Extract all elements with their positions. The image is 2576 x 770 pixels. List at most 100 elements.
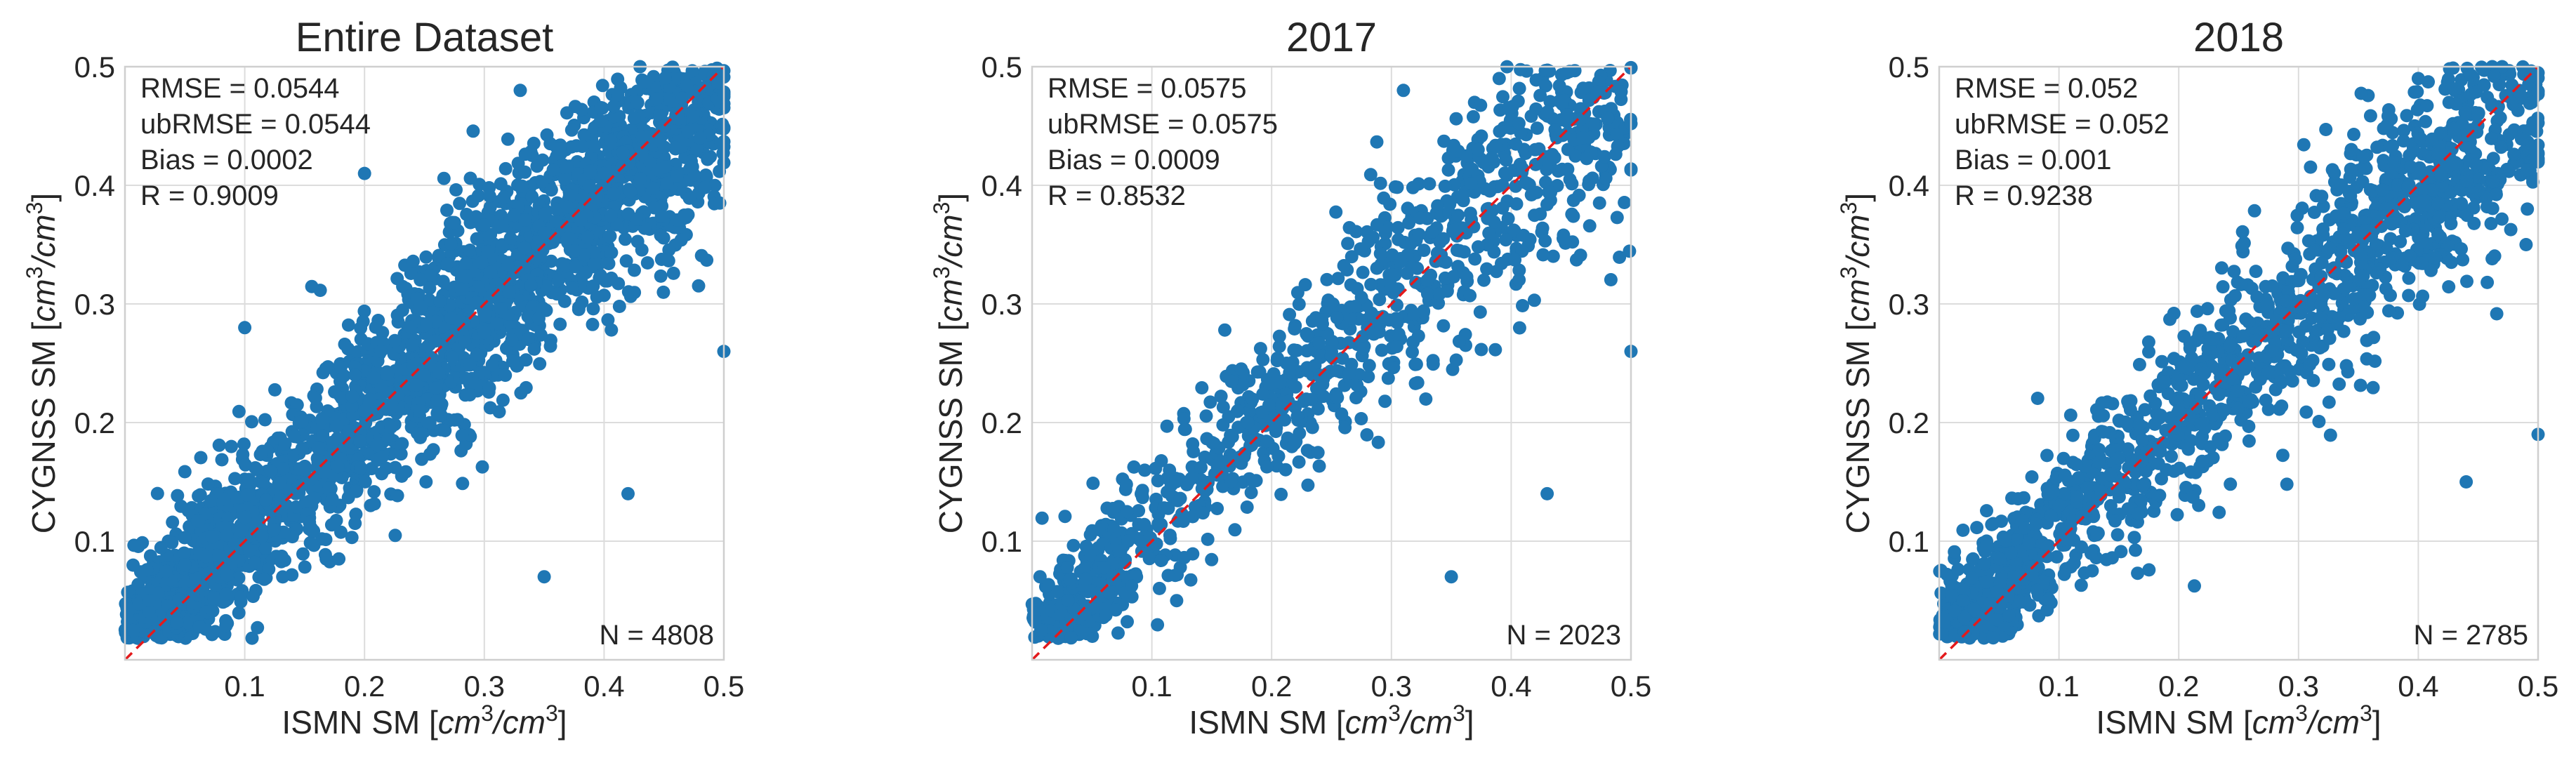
scatter-point [1161, 501, 1175, 515]
scatter-point [288, 430, 302, 444]
scatter-point [1496, 90, 1510, 104]
scatter-point [395, 437, 409, 451]
scatter-point [390, 489, 404, 503]
scatter-point [1149, 461, 1163, 475]
scatter-point [1301, 478, 1315, 492]
scatter-point [440, 204, 454, 217]
scatter-point [2155, 472, 2168, 486]
scatter-point [1438, 179, 1452, 193]
scatter-point [560, 200, 574, 214]
scatter-point [1501, 212, 1515, 225]
scatter-point [2186, 490, 2200, 504]
scatter-point [384, 420, 398, 434]
scatter-point [1471, 240, 1485, 254]
scatter-point [1375, 343, 1389, 357]
scatter-point [212, 438, 226, 452]
axis-label-sup-b: 3 [22, 202, 47, 215]
scatter-point [207, 591, 221, 604]
scatter-point [502, 285, 516, 299]
scatter-point [2522, 144, 2536, 158]
scatter-point [482, 381, 496, 394]
scatter-point [2420, 99, 2434, 113]
scatter-point [318, 547, 332, 562]
scatter-point [1451, 208, 1465, 223]
scatter-point [562, 188, 576, 202]
scatter-point [1373, 293, 1387, 307]
scatter-point [1270, 354, 1284, 368]
scatter-point [2490, 307, 2504, 321]
scatter-point [1396, 84, 1411, 98]
scatter-point [1163, 529, 1177, 543]
scatter-point [1388, 268, 1402, 282]
scatter-point [1394, 255, 1408, 269]
scatter-point [234, 590, 248, 604]
scatter-point [1273, 376, 1287, 390]
scatter-point [1274, 487, 1288, 501]
scatter-point [2432, 211, 2446, 225]
scatter-point [1528, 142, 1542, 157]
scatter-point [681, 125, 695, 139]
plot-frame [1031, 65, 1632, 661]
axis-label-unit-a: cm [932, 279, 969, 321]
scatter-point [470, 347, 484, 361]
scatter-point [602, 230, 616, 244]
scatter-point [1241, 416, 1255, 430]
scatter-point [240, 488, 254, 502]
scatter-point [1406, 345, 1419, 359]
scatter-point [496, 393, 510, 407]
scatter-point [581, 230, 595, 244]
scatter-point [538, 207, 552, 221]
scatter-point [246, 590, 260, 604]
scatter-point [423, 281, 437, 296]
scatter-point [1426, 357, 1440, 371]
scatter-point [1272, 329, 1286, 343]
x-tick-label: 0.2 [344, 670, 385, 703]
scatter-point [295, 442, 309, 456]
scatter-point [140, 563, 154, 577]
scatter-point [2495, 212, 2509, 226]
scatter-point [1114, 544, 1128, 558]
scatter-point [484, 227, 498, 241]
scatter-point [1508, 253, 1522, 267]
axis-label-slash: / [25, 254, 62, 268]
scatter-point [2090, 528, 2104, 542]
scatter-point [1342, 220, 1356, 234]
scatter-point [1363, 168, 1378, 182]
scatter-point [2323, 428, 2337, 442]
scatter-point [278, 437, 292, 451]
scatter-point [1290, 343, 1304, 357]
scatter-point [2489, 187, 2503, 201]
scatter-point [2085, 564, 2099, 578]
scatter-point [2063, 409, 2078, 422]
x-axis-label: ISMN SM [cm3/cm3] [282, 701, 567, 741]
scatter-point [560, 106, 574, 120]
scatter-point [126, 558, 140, 572]
scatter-point [470, 232, 484, 246]
scatter-point [477, 309, 491, 323]
scatter-point [268, 383, 282, 397]
scatter-point [1292, 455, 1306, 469]
scatter-point [515, 179, 529, 193]
scatter-point [527, 342, 541, 356]
scatter-point [1194, 460, 1208, 474]
scatter-point [656, 285, 671, 299]
scatter-point [544, 182, 558, 197]
scatter-point [1460, 149, 1473, 163]
scatter-point [154, 540, 168, 555]
scatter-point [1539, 79, 1553, 93]
scatter-point [159, 564, 173, 578]
scatter-point [1199, 409, 1213, 423]
scatter-point [569, 260, 583, 274]
scatter-point [126, 623, 140, 637]
scatter-point [1516, 299, 1529, 312]
scatter-point [1077, 562, 1091, 576]
scatter-point [239, 458, 252, 472]
scatter-point [1604, 273, 1618, 286]
axis-label-unit-b: cm [932, 214, 969, 257]
scatter-point [345, 531, 359, 545]
scatter-point [1449, 353, 1463, 367]
scatter-point [497, 190, 511, 204]
scatter-point [2385, 166, 2399, 180]
scatter-point [1142, 552, 1156, 566]
scatter-point [642, 130, 656, 144]
